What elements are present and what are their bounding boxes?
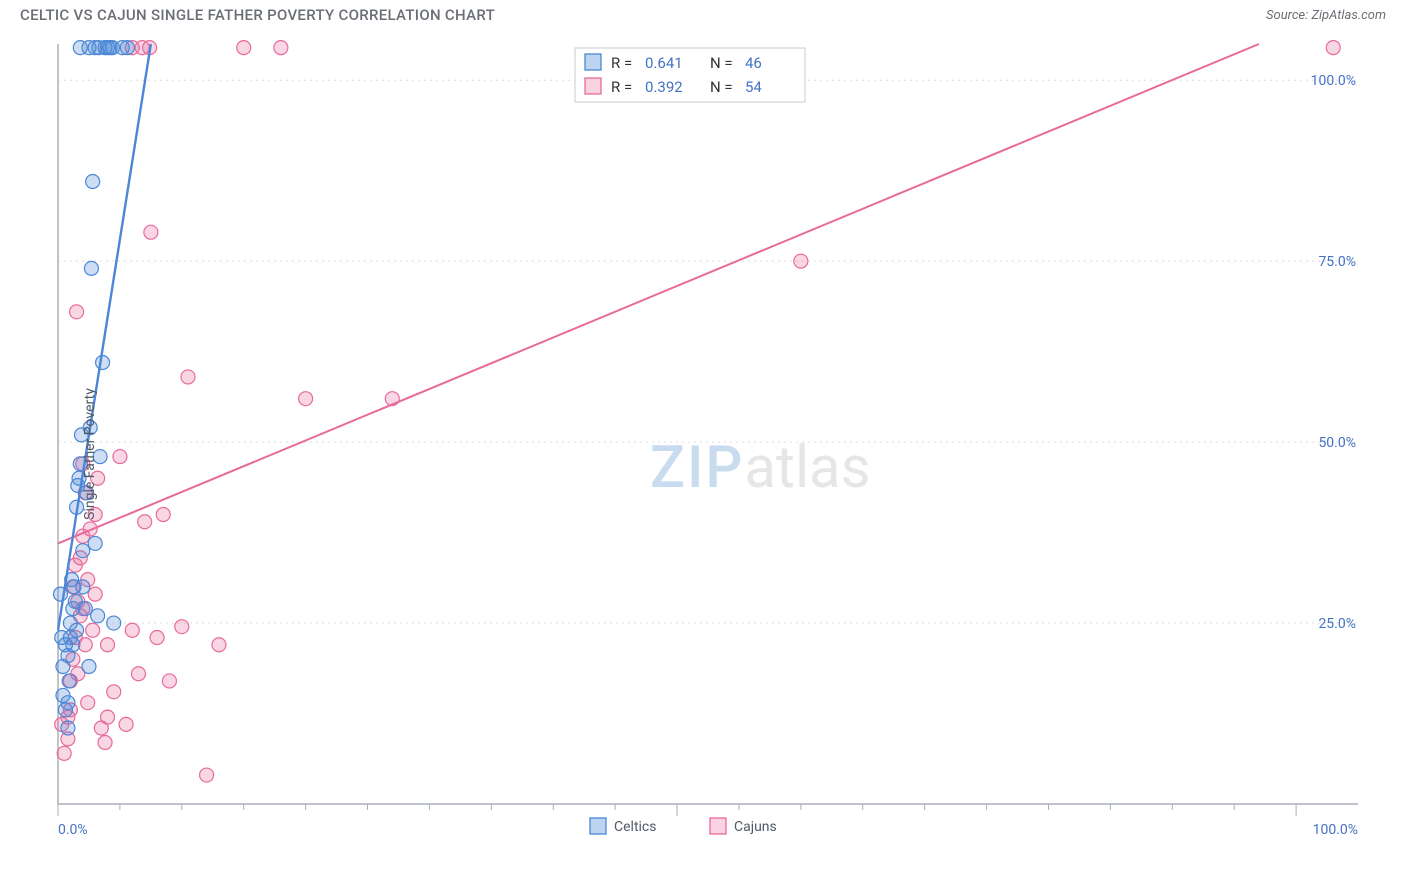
chart-header: CELTIC VS CAJUN SINGLE FATHER POVERTY CO…: [0, 0, 1406, 26]
scatter-plot: 25.0% 50.0% 75.0% 100.0% 0.0% 100.0% R = 0.641 N…: [20, 34, 1380, 874]
svg-text:50.0%: 50.0%: [1318, 435, 1356, 451]
svg-text:0.392: 0.392: [645, 78, 683, 96]
svg-text:25.0%: 25.0%: [1318, 616, 1356, 632]
chart-area: Single Father Poverty ZIPatlas 25.0%50.0…: [20, 34, 1386, 874]
chart-title: CELTIC VS CAJUN SINGLE FATHER POVERTY CO…: [20, 6, 495, 24]
svg-text:R =: R =: [611, 54, 632, 72]
svg-text:R =: R =: [611, 78, 632, 96]
svg-text:100.0%: 100.0%: [1311, 73, 1356, 89]
svg-text:54: 54: [745, 78, 762, 96]
svg-text:75.0%: 75.0%: [1318, 254, 1356, 270]
svg-text:N =: N =: [710, 78, 733, 96]
svg-text:N =: N =: [710, 54, 733, 72]
svg-text:Celtics: Celtics: [614, 819, 656, 835]
svg-text:Cajuns: Cajuns: [734, 819, 777, 835]
source-attribution: Source: ZipAtlas.com: [1266, 8, 1386, 23]
svg-text:0.0%: 0.0%: [58, 822, 88, 838]
source-value: ZipAtlas.com: [1311, 8, 1386, 23]
source-label: Source:: [1266, 8, 1308, 23]
svg-text:0.641: 0.641: [645, 54, 683, 72]
svg-text:100.0%: 100.0%: [1313, 822, 1358, 838]
svg-text:46: 46: [745, 54, 762, 72]
y-axis-label: Single Father Poverty: [82, 388, 98, 520]
